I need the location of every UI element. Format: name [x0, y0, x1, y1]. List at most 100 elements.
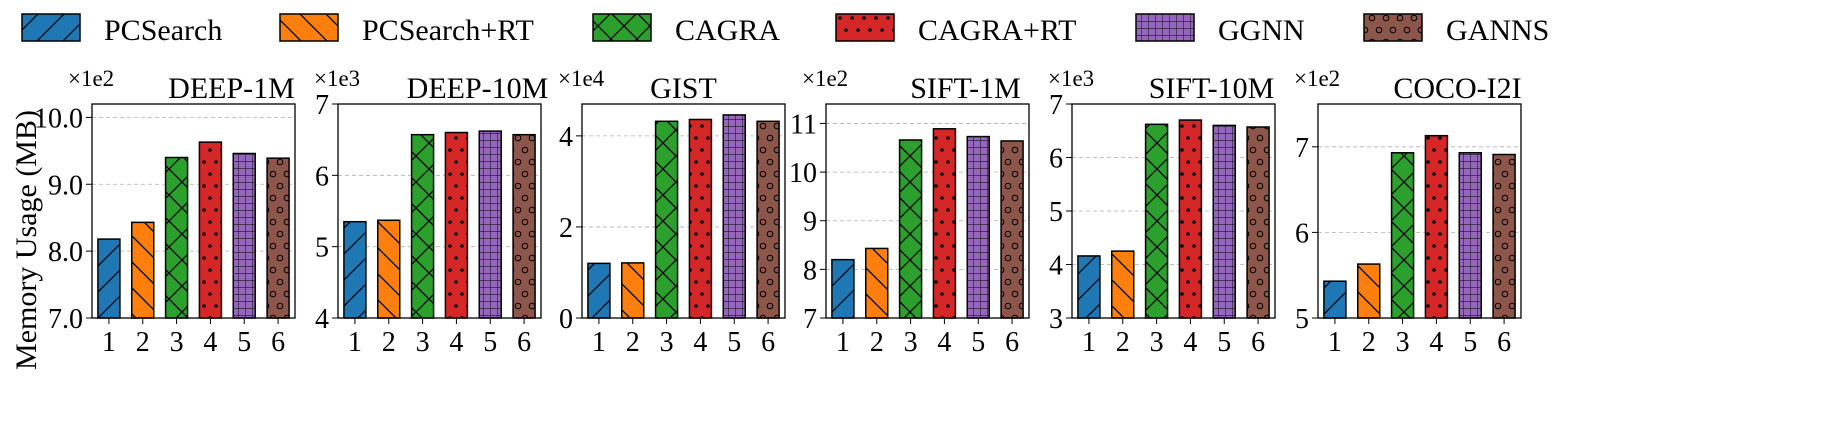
legend-item-pcsearch: PCSearch: [21, 13, 222, 47]
panel-title: SIFT-10M: [1149, 72, 1275, 105]
legend-item-cagra: CAGRA: [592, 13, 780, 47]
x-tick-label: 2: [626, 327, 640, 358]
x-tick-label: 3: [904, 327, 918, 358]
x-tick-label: 2: [382, 327, 396, 358]
bar-hatch: [343, 220, 367, 319]
bar-ganns: [756, 120, 780, 319]
bar-hatch: [478, 130, 502, 319]
y-tick-label: 4: [1049, 251, 1063, 282]
bar-cagra-rt: [688, 118, 713, 319]
bar-ggnn: [722, 114, 746, 319]
axes-frame: [1071, 103, 1276, 319]
x-tick-label: 4: [693, 327, 707, 358]
bar-hatch: [1111, 250, 1135, 319]
x-tick-label: 6: [1251, 327, 1265, 358]
bar-ganns: [1492, 153, 1516, 319]
bar-hatch: [266, 157, 290, 319]
bar-hatch: [1178, 119, 1203, 319]
x-tick-label: 5: [1217, 327, 1231, 358]
bar-hatch: [621, 262, 645, 319]
panel-title: DEEP-10M: [407, 72, 549, 105]
y-tick-label: 7: [803, 304, 817, 335]
panel-title: DEEP-1M: [168, 72, 295, 105]
legend-label: PCSearch+RT: [362, 14, 534, 47]
bar-ggnn: [1212, 124, 1236, 319]
axis-multiplier: ×1e3: [1048, 66, 1094, 91]
x-tick-label: 5: [727, 327, 741, 358]
bar-ggnn: [966, 135, 990, 319]
y-tick-label: 5: [1049, 197, 1063, 228]
bar-pcsearch: [1077, 255, 1101, 319]
x-tick-label: 1: [348, 327, 362, 358]
bar-hatch: [722, 114, 746, 319]
legend-swatch-hatch: [1135, 13, 1195, 42]
panels: 1 2 3 4 5 67.08.09.010.0×1e2 DEEP-1M1 2 3 4 5 64567…: [34, 66, 1522, 358]
x-tick-label: 1: [1328, 327, 1342, 358]
bar-hatch: [97, 238, 121, 319]
legend-label: GGNN: [1218, 14, 1305, 47]
legend: PCSearch PCSearch+RT CAGRA CAGRA+RT GGNN GANN…: [21, 13, 1549, 47]
bar-hatch: [198, 141, 223, 319]
bar-hatch: [164, 156, 189, 319]
x-tick-label: 6: [271, 327, 285, 358]
y-tick-label: 6: [1049, 144, 1063, 175]
panel-title: GIST: [650, 72, 717, 105]
x-tick-label: 2: [1116, 327, 1130, 358]
bar-hatch: [654, 120, 679, 319]
x-tick-label: 3: [416, 327, 430, 358]
panel-deep-1m: 1 2 3 4 5 6 7.0 8.0 9.0 10.0 ×1e2 DEEP-1M: [34, 66, 296, 358]
x-tick-label: 2: [136, 327, 150, 358]
bar-hatch: [1390, 152, 1415, 319]
y-tick-label: 4: [559, 122, 573, 153]
x-tick-label: 6: [1005, 327, 1019, 358]
y-tick-label: 7: [315, 90, 329, 121]
y-tick-label: 10.0: [34, 103, 83, 134]
bar-pcsearch: [587, 262, 611, 319]
y-tick-label: 7: [1049, 90, 1063, 121]
bar-pcsearch: [343, 220, 367, 319]
bar-hatch: [898, 139, 923, 319]
panel-title: SIFT-1M: [910, 72, 1021, 105]
axes-frame: [581, 103, 786, 319]
legend-swatch-hatch: [1363, 13, 1423, 42]
bar-ggnn: [478, 130, 502, 319]
axes-frame: [825, 103, 1030, 319]
bar-hatch: [865, 247, 889, 319]
x-tick-label: 3: [1396, 327, 1410, 358]
bar-pcsearch: [1323, 280, 1347, 319]
bar-ganns: [1000, 140, 1024, 319]
y-tick-label: 6: [1295, 218, 1309, 249]
x-tick-label: 5: [1463, 327, 1477, 358]
axes-frame: [91, 103, 296, 319]
bar-hatch: [688, 118, 713, 319]
bar-hatch: [966, 135, 990, 319]
y-tick-label: 4: [315, 304, 329, 335]
x-tick-label: 3: [170, 327, 184, 358]
bar-hatch: [1246, 126, 1270, 319]
bar-hatch: [131, 221, 155, 319]
legend-item-pcsearch-rt: PCSearch+RT: [279, 13, 534, 47]
bar-hatch: [756, 120, 780, 319]
y-tick-label: 5: [1295, 304, 1309, 335]
bar-hatch: [587, 262, 611, 319]
bar-cagra-rt: [1424, 134, 1449, 319]
bar-ggnn: [232, 152, 256, 319]
y-tick-label: 7: [1295, 133, 1309, 164]
bar-cagra: [1144, 123, 1169, 319]
x-tick-label: 4: [449, 327, 463, 358]
bar-pcsearch-rt: [1357, 263, 1381, 319]
bar-cagra-rt: [444, 131, 469, 319]
bar-cagra: [410, 133, 435, 319]
x-tick-label: 4: [1429, 327, 1443, 358]
x-tick-label: 3: [1150, 327, 1164, 358]
bar-pcsearch-rt: [377, 219, 401, 319]
x-tick-label: 1: [102, 327, 116, 358]
legend-label: CAGRA+RT: [918, 14, 1076, 47]
y-tick-label: 10: [789, 158, 817, 189]
x-tick-label: 6: [761, 327, 775, 358]
bar-hatch: [512, 133, 536, 319]
bar-hatch: [831, 258, 855, 319]
